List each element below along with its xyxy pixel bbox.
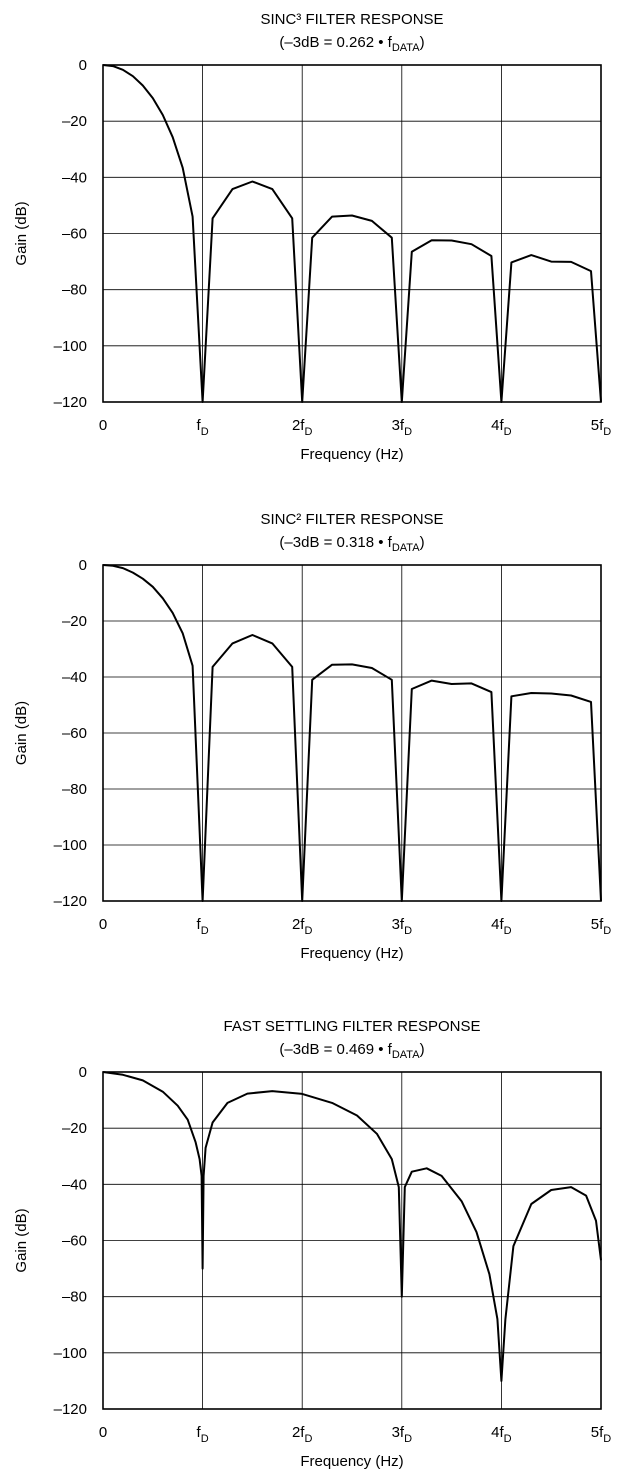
y-tick-label: –100	[54, 338, 87, 355]
x-tick-label: 2fD	[292, 417, 313, 438]
y-tick-label: –80	[62, 282, 87, 299]
x-tick-label: 5fD	[591, 916, 612, 937]
plot-frame	[102, 1071, 602, 1410]
x-tick-label: fD	[197, 1424, 209, 1445]
y-tick-label: 0	[79, 57, 87, 74]
y-tick-label: –80	[62, 781, 87, 798]
y-tick-label: –60	[62, 1233, 87, 1250]
x-axis-label: Frequency (Hz)	[300, 945, 403, 962]
y-tick-label: –60	[62, 725, 87, 742]
x-tick-label: 0	[99, 417, 107, 434]
x-tick-label: 5fD	[591, 417, 612, 438]
x-tick-label: 3fD	[392, 1424, 413, 1445]
plot-frame	[102, 64, 602, 403]
y-tick-label: –80	[62, 1289, 87, 1306]
chart-1: SINC³ FILTER RESPONSE (–3dB = 0.262 • fDA…	[13, 11, 611, 463]
chart-title: SINC³ FILTER RESPONSE	[260, 11, 443, 28]
chart-2: SINC² FILTER RESPONSE (–3dB = 0.318 • fDA…	[13, 511, 611, 962]
x-tick-label: fD	[197, 916, 209, 937]
x-tick-label: 0	[99, 1424, 107, 1441]
chart-subtitle: (–3dB = 0.469 • fDATA)	[279, 1041, 424, 1061]
y-axis-label: Gain (dB)	[13, 701, 30, 765]
y-tick-label: –40	[62, 669, 87, 686]
chart-title: SINC² FILTER RESPONSE	[260, 511, 443, 528]
y-tick-label: –20	[62, 113, 87, 130]
chart-subtitle: (–3dB = 0.262 • fDATA)	[279, 34, 424, 54]
y-tick-label: –20	[62, 613, 87, 630]
y-tick-label: –120	[54, 893, 87, 910]
x-axis-label: Frequency (Hz)	[300, 446, 403, 463]
x-tick-label: 3fD	[392, 417, 413, 438]
y-tick-label: –40	[62, 1176, 87, 1193]
y-tick-label: 0	[79, 1064, 87, 1081]
y-tick-label: –100	[54, 1345, 87, 1362]
y-tick-label: –60	[62, 226, 87, 243]
y-axis-label: Gain (dB)	[13, 1208, 30, 1272]
y-tick-label: –100	[54, 837, 87, 854]
x-tick-label: 5fD	[591, 1424, 612, 1445]
y-tick-label: –20	[62, 1120, 87, 1137]
x-tick-label: fD	[197, 417, 209, 438]
chart-subtitle: (–3dB = 0.318 • fDATA)	[279, 534, 424, 554]
chart-title: FAST SETTLING FILTER RESPONSE	[224, 1018, 481, 1035]
chart-3: FAST SETTLING FILTER RESPONSE (–3dB = 0.4…	[13, 1018, 611, 1470]
y-axis-label: Gain (dB)	[13, 201, 30, 265]
y-tick-label: –120	[54, 1401, 87, 1418]
series-line	[102, 1071, 602, 1382]
x-tick-label: 2fD	[292, 1424, 313, 1445]
y-tick-label: –120	[54, 394, 87, 411]
y-tick-label: –40	[62, 169, 87, 186]
x-tick-label: 3fD	[392, 916, 413, 937]
series-line	[102, 564, 602, 902]
x-tick-label: 0	[99, 916, 107, 933]
x-tick-label: 4fD	[491, 417, 512, 438]
series-line	[102, 64, 602, 403]
x-tick-label: 4fD	[491, 1424, 512, 1445]
plot-frame	[102, 564, 602, 902]
x-axis-label: Frequency (Hz)	[300, 1453, 403, 1470]
x-tick-label: 2fD	[292, 916, 313, 937]
x-tick-label: 4fD	[491, 916, 512, 937]
y-tick-label: 0	[79, 557, 87, 574]
